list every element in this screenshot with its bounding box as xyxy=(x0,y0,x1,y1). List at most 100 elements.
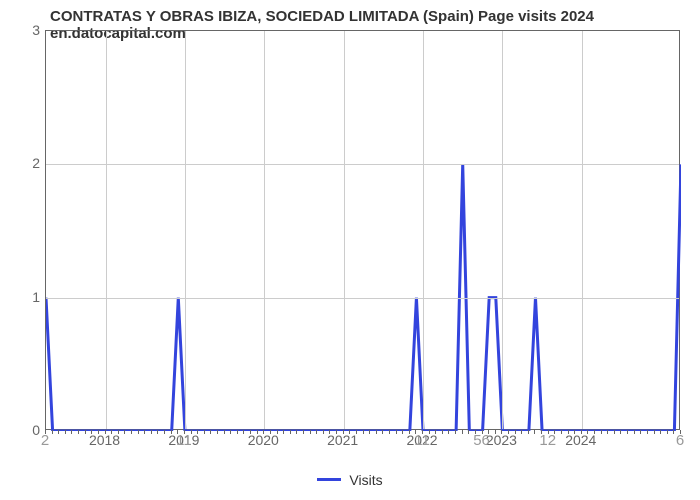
x-minor-tick xyxy=(356,430,357,434)
y-tick-label: 0 xyxy=(32,422,40,438)
x-minor-tick xyxy=(131,430,132,434)
count-label: 2 xyxy=(41,432,49,449)
x-minor-tick xyxy=(673,430,674,434)
x-minor-tick xyxy=(667,430,668,434)
x-minor-tick xyxy=(329,430,330,434)
x-minor-tick xyxy=(270,430,271,434)
x-minor-tick xyxy=(336,430,337,434)
x-minor-tick xyxy=(257,430,258,434)
x-minor-tick xyxy=(501,430,502,434)
grid-line-v xyxy=(344,31,345,429)
x-minor-tick xyxy=(316,430,317,434)
x-minor-tick xyxy=(343,430,344,434)
grid-line-v xyxy=(502,31,503,429)
x-minor-tick xyxy=(263,430,264,434)
x-minor-tick xyxy=(164,430,165,434)
x-minor-tick xyxy=(124,430,125,434)
legend-item-visits: Visits xyxy=(317,472,382,488)
x-minor-tick xyxy=(151,430,152,434)
x-minor-tick xyxy=(389,430,390,434)
x-minor-tick xyxy=(217,430,218,434)
grid-line-h xyxy=(46,298,679,299)
x-minor-tick xyxy=(283,430,284,434)
x-minor-tick xyxy=(376,430,377,434)
x-minor-tick xyxy=(620,430,621,434)
x-minor-tick xyxy=(660,430,661,434)
x-minor-tick xyxy=(118,430,119,434)
x-minor-tick xyxy=(442,430,443,434)
x-minor-tick xyxy=(296,430,297,434)
x-minor-tick xyxy=(515,430,516,434)
x-minor-tick xyxy=(224,430,225,434)
x-minor-tick xyxy=(448,430,449,434)
count-label: 11 xyxy=(414,432,430,449)
x-minor-tick xyxy=(614,430,615,434)
count-label: 56 xyxy=(473,432,490,449)
x-minor-tick xyxy=(382,430,383,434)
x-minor-tick xyxy=(607,430,608,434)
x-minor-tick xyxy=(363,430,364,434)
legend-label: Visits xyxy=(349,472,382,488)
plot-area xyxy=(45,30,680,430)
x-minor-tick xyxy=(574,430,575,434)
x-minor-tick xyxy=(52,430,53,434)
x-minor-tick xyxy=(568,430,569,434)
x-minor-tick xyxy=(528,430,529,434)
x-minor-tick xyxy=(144,430,145,434)
x-minor-tick xyxy=(561,430,562,434)
x-minor-tick xyxy=(349,430,350,434)
x-minor-tick xyxy=(237,430,238,434)
x-minor-tick xyxy=(594,430,595,434)
x-minor-tick xyxy=(455,430,456,434)
grid-line-v xyxy=(185,31,186,429)
grid-line-v xyxy=(582,31,583,429)
x-minor-tick xyxy=(508,430,509,434)
x-minor-tick xyxy=(310,430,311,434)
legend: Visits xyxy=(0,468,700,488)
x-minor-tick xyxy=(58,430,59,434)
x-minor-tick xyxy=(396,430,397,434)
x-tick-label: 2018 xyxy=(89,432,120,448)
y-tick-label: 2 xyxy=(32,155,40,171)
x-minor-tick xyxy=(654,430,655,434)
x-minor-tick xyxy=(303,430,304,434)
grid-line-h xyxy=(46,164,679,165)
line-series-visits xyxy=(46,31,681,431)
x-minor-tick xyxy=(409,430,410,434)
x-minor-tick xyxy=(435,430,436,434)
x-minor-tick xyxy=(78,430,79,434)
x-tick-label: 2024 xyxy=(565,432,596,448)
x-minor-tick xyxy=(323,430,324,434)
x-tick-label: 2023 xyxy=(486,432,517,448)
x-minor-tick xyxy=(71,430,72,434)
y-tick-label: 1 xyxy=(32,289,40,305)
x-minor-tick xyxy=(462,430,463,434)
x-minor-tick xyxy=(210,430,211,434)
x-tick-label: 2020 xyxy=(248,432,279,448)
chart-container: CONTRATAS Y OBRAS IBIZA, SOCIEDAD LIMITA… xyxy=(0,0,700,500)
x-minor-tick xyxy=(105,430,106,434)
x-minor-tick xyxy=(171,430,172,434)
x-minor-tick xyxy=(627,430,628,434)
x-minor-tick xyxy=(250,430,251,434)
x-minor-tick xyxy=(521,430,522,434)
count-label: 12 xyxy=(539,432,556,449)
x-minor-tick xyxy=(204,430,205,434)
x-minor-tick xyxy=(65,430,66,434)
x-minor-tick xyxy=(197,430,198,434)
count-label: 11 xyxy=(176,432,192,449)
x-minor-tick xyxy=(277,430,278,434)
x-minor-tick xyxy=(111,430,112,434)
x-minor-tick xyxy=(495,430,496,434)
x-minor-tick xyxy=(98,430,99,434)
y-tick-label: 3 xyxy=(32,22,40,38)
x-minor-tick xyxy=(587,430,588,434)
x-tick-label: 2021 xyxy=(327,432,358,448)
x-minor-tick xyxy=(468,430,469,434)
x-minor-tick xyxy=(157,430,158,434)
grid-line-v xyxy=(423,31,424,429)
x-minor-tick xyxy=(230,430,231,434)
count-label: 6 xyxy=(676,432,684,449)
x-minor-tick xyxy=(138,430,139,434)
legend-swatch xyxy=(317,478,341,481)
